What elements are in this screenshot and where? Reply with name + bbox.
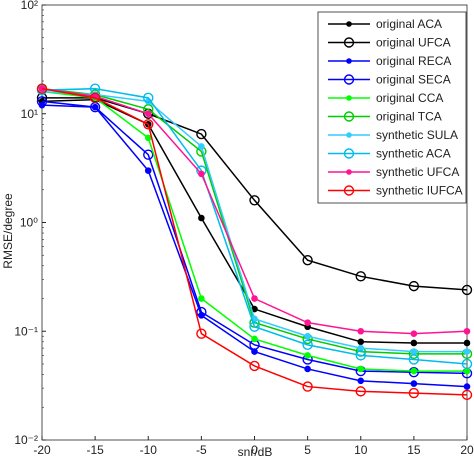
line — [41, 100, 468, 375]
marker — [355, 350, 366, 361]
marker — [357, 338, 365, 346]
marker — [304, 365, 311, 373]
y-tick-label: 10⁻² — [14, 433, 38, 447]
marker — [408, 387, 420, 399]
marker — [355, 271, 366, 282]
marker — [410, 380, 418, 387]
series — [38, 101, 471, 390]
legend-marker — [343, 148, 355, 159]
marker — [357, 344, 365, 352]
marker — [144, 167, 152, 174]
legend-label: synthetic SULA — [376, 128, 458, 142]
x-tick-label: -15 — [86, 443, 104, 457]
marker — [36, 83, 48, 94]
marker — [304, 319, 311, 326]
legend-marker — [346, 169, 352, 175]
line — [41, 87, 468, 365]
marker — [249, 195, 260, 206]
y-tick-label: 10⁻¹ — [14, 324, 38, 338]
marker — [463, 348, 471, 355]
legend-label: synthetic UFCA — [376, 165, 459, 179]
legend-marker — [346, 58, 352, 64]
legend-marker — [343, 37, 355, 48]
legend-label: original UFCA — [376, 36, 451, 50]
marker — [143, 92, 154, 104]
marker — [463, 383, 471, 390]
marker — [304, 332, 311, 340]
marker — [357, 327, 365, 335]
legend-marker — [346, 95, 352, 101]
marker — [144, 134, 152, 142]
marker — [410, 367, 418, 375]
marker — [410, 348, 418, 355]
y-tick-label: 10² — [21, 0, 38, 12]
marker — [198, 143, 205, 150]
marker — [408, 280, 420, 292]
legend-marker — [343, 185, 355, 196]
legend-marker — [346, 132, 352, 138]
marker — [461, 358, 473, 370]
series — [36, 83, 473, 370]
marker — [249, 360, 260, 372]
marker — [251, 335, 258, 343]
line — [42, 97, 468, 291]
marker — [198, 170, 205, 178]
marker — [251, 295, 258, 302]
legend-marker — [346, 21, 352, 27]
marker — [198, 295, 205, 302]
series — [38, 85, 471, 337]
marker — [196, 128, 207, 140]
y-tick-label: 10⁰ — [20, 216, 38, 230]
marker — [410, 330, 418, 337]
x-tick-label: 10 — [354, 443, 368, 457]
marker — [463, 327, 471, 335]
x-tick-label: 20 — [460, 443, 474, 457]
x-axis-label: snr/dB — [238, 445, 273, 459]
marker — [36, 96, 48, 107]
marker — [461, 389, 473, 401]
legend-label: synthetic ACA — [376, 147, 451, 161]
marker — [410, 339, 418, 347]
legend-box — [317, 11, 467, 204]
legend-marker — [343, 74, 355, 85]
x-tick-label: -10 — [140, 443, 158, 457]
marker — [461, 284, 473, 296]
marker — [357, 365, 365, 373]
legend-label: original TCA — [376, 110, 442, 124]
legend-label: original RECA — [376, 54, 451, 68]
legend-marker — [343, 111, 355, 122]
legend-label: synthetic IUFCA — [376, 184, 463, 198]
marker — [143, 149, 154, 160]
marker — [302, 381, 313, 392]
legend-label: original ACA — [376, 17, 442, 31]
marker — [355, 386, 366, 397]
marker — [463, 339, 471, 347]
marker — [302, 255, 313, 266]
y-tick-label: 10¹ — [21, 107, 38, 121]
series — [36, 83, 473, 401]
marker — [408, 354, 420, 365]
legend-label: original SECA — [376, 73, 451, 87]
marker — [249, 321, 260, 332]
x-tick-label: -20 — [33, 443, 51, 457]
legend-label: original CCA — [376, 91, 443, 105]
marker — [89, 92, 101, 104]
x-tick-label: 15 — [407, 443, 421, 457]
marker — [408, 367, 420, 378]
marker — [144, 110, 152, 118]
y-axis-label: RMSE/degree — [1, 193, 15, 269]
marker — [304, 352, 311, 359]
marker — [302, 339, 313, 351]
x-tick-label: 5 — [304, 443, 311, 457]
marker — [196, 328, 207, 339]
marker — [143, 119, 154, 130]
marker — [198, 214, 205, 222]
marker — [196, 306, 207, 318]
x-tick-label: 0 — [251, 443, 258, 457]
marker — [357, 377, 365, 385]
line — [41, 87, 468, 396]
x-tick-label: -5 — [196, 443, 207, 457]
